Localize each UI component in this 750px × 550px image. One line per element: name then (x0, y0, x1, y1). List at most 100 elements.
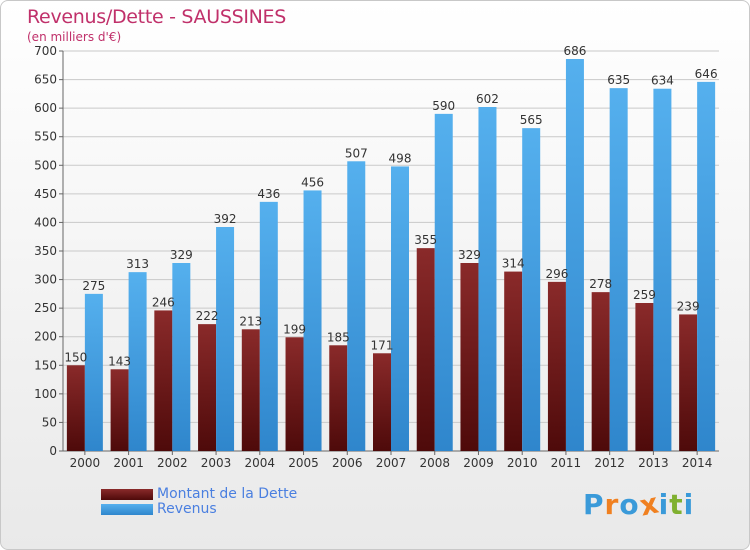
bar-revenue (434, 113, 453, 451)
data-label-revenue: 498 (389, 151, 412, 165)
x-tick-label: 2001 (113, 456, 144, 470)
data-label-revenue: 565 (520, 113, 543, 127)
y-tick-label: 450 (34, 187, 57, 201)
data-label-debt: 199 (283, 322, 306, 336)
y-tick-label: 350 (34, 244, 57, 258)
y-tick-label: 0 (49, 444, 57, 458)
data-label-revenue: 275 (82, 279, 105, 293)
data-label-revenue: 686 (563, 44, 586, 58)
legend-swatch-revenue (101, 504, 153, 515)
bar-debt (110, 369, 129, 451)
data-label-debt: 278 (589, 277, 612, 291)
bar-debt (635, 303, 654, 451)
logo-letter: t (669, 488, 684, 521)
y-tick-label: 650 (34, 73, 57, 87)
data-label-debt: 150 (64, 350, 87, 364)
bar-revenue (84, 293, 103, 451)
bar-revenue (172, 263, 191, 451)
data-label-debt: 329 (458, 248, 481, 262)
logo-letter: r (604, 488, 620, 521)
y-tick-label: 150 (34, 358, 57, 372)
data-label-debt: 222 (196, 309, 219, 323)
data-label-revenue: 590 (432, 99, 455, 113)
bar-debt (679, 314, 698, 451)
bar-revenue (697, 81, 716, 451)
bar-debt (460, 263, 479, 451)
bar-debt (329, 345, 348, 451)
bar-debt (416, 248, 435, 451)
x-tick-label: 2011 (551, 456, 582, 470)
y-tick-label: 600 (34, 101, 57, 115)
x-tick-label: 2013 (638, 456, 669, 470)
data-label-debt: 259 (633, 288, 656, 302)
data-label-debt: 185 (327, 330, 350, 344)
y-tick-label: 700 (34, 44, 57, 58)
chart-title: Revenus/Dette - SAUSSINES (27, 6, 287, 28)
y-tick-label: 500 (34, 158, 57, 172)
bar-revenue (216, 227, 235, 451)
bar-revenue (391, 166, 409, 451)
y-tick-label: 50 (42, 415, 57, 429)
data-label-revenue: 436 (257, 187, 280, 201)
data-label-debt: 314 (502, 257, 525, 271)
data-label-revenue: 392 (214, 212, 237, 226)
logo-letter: o (619, 488, 640, 521)
bar-debt (285, 337, 304, 451)
data-label-revenue: 602 (476, 92, 499, 106)
bar-revenue (259, 201, 278, 451)
y-tick-label: 300 (34, 273, 57, 287)
bar-debt (66, 365, 85, 451)
bar-revenue (347, 161, 366, 452)
x-tick-label: 2009 (463, 456, 494, 470)
bar-debt (591, 292, 610, 451)
data-label-revenue: 507 (345, 146, 368, 160)
logo-letter: i (683, 488, 695, 521)
legend: Montant de la Dette Revenus (101, 487, 297, 517)
bar-revenue (565, 59, 584, 451)
data-label-debt: 213 (239, 314, 262, 328)
bar-revenue (522, 128, 541, 451)
data-label-revenue: 329 (170, 248, 193, 262)
data-label-revenue: 634 (651, 74, 674, 88)
data-label-debt: 355 (414, 233, 437, 247)
logo-letter: P (583, 488, 605, 521)
legend-swatch-debt (101, 489, 153, 500)
bar-revenue (303, 190, 322, 451)
x-tick-label: 2006 (332, 456, 363, 470)
x-tick-label: 2008 (419, 456, 450, 470)
y-tick-label: 250 (34, 301, 57, 315)
bar-debt (198, 324, 217, 451)
legend-label-debt: Montant de la Dette (157, 486, 298, 502)
y-tick-label: 200 (34, 330, 57, 344)
bar-revenue (128, 272, 147, 451)
data-label-revenue: 456 (301, 175, 324, 189)
bar-debt (504, 271, 523, 451)
bar-revenue (653, 88, 672, 451)
y-tick-label: 550 (34, 130, 57, 144)
logo-letter: i (658, 488, 670, 521)
proxiti-logo: Proxiti (583, 486, 695, 522)
bar-debt (241, 329, 260, 451)
y-tick-label: 400 (34, 215, 57, 229)
data-label-debt: 143 (108, 354, 131, 368)
bar-debt (373, 353, 391, 451)
x-tick-label: 2007 (376, 456, 407, 470)
x-tick-label: 2012 (594, 456, 625, 470)
x-tick-label: 2002 (157, 456, 188, 470)
bar-debt (547, 281, 566, 451)
x-tick-label: 2014 (682, 456, 713, 470)
data-label-debt: 296 (545, 267, 568, 281)
legend-item-debt: Montant de la Dette (101, 487, 297, 502)
data-label-debt: 239 (677, 299, 700, 313)
x-tick-label: 2003 (201, 456, 232, 470)
data-label-debt: 171 (371, 338, 394, 352)
bar-debt (154, 310, 173, 451)
chart-subtitle: (en milliers d'€) (27, 30, 122, 44)
data-label-revenue: 646 (695, 67, 718, 81)
bar-revenue (609, 88, 628, 452)
x-tick-label: 2000 (70, 456, 101, 470)
y-tick-label: 100 (34, 387, 57, 401)
data-label-debt: 246 (152, 295, 175, 309)
